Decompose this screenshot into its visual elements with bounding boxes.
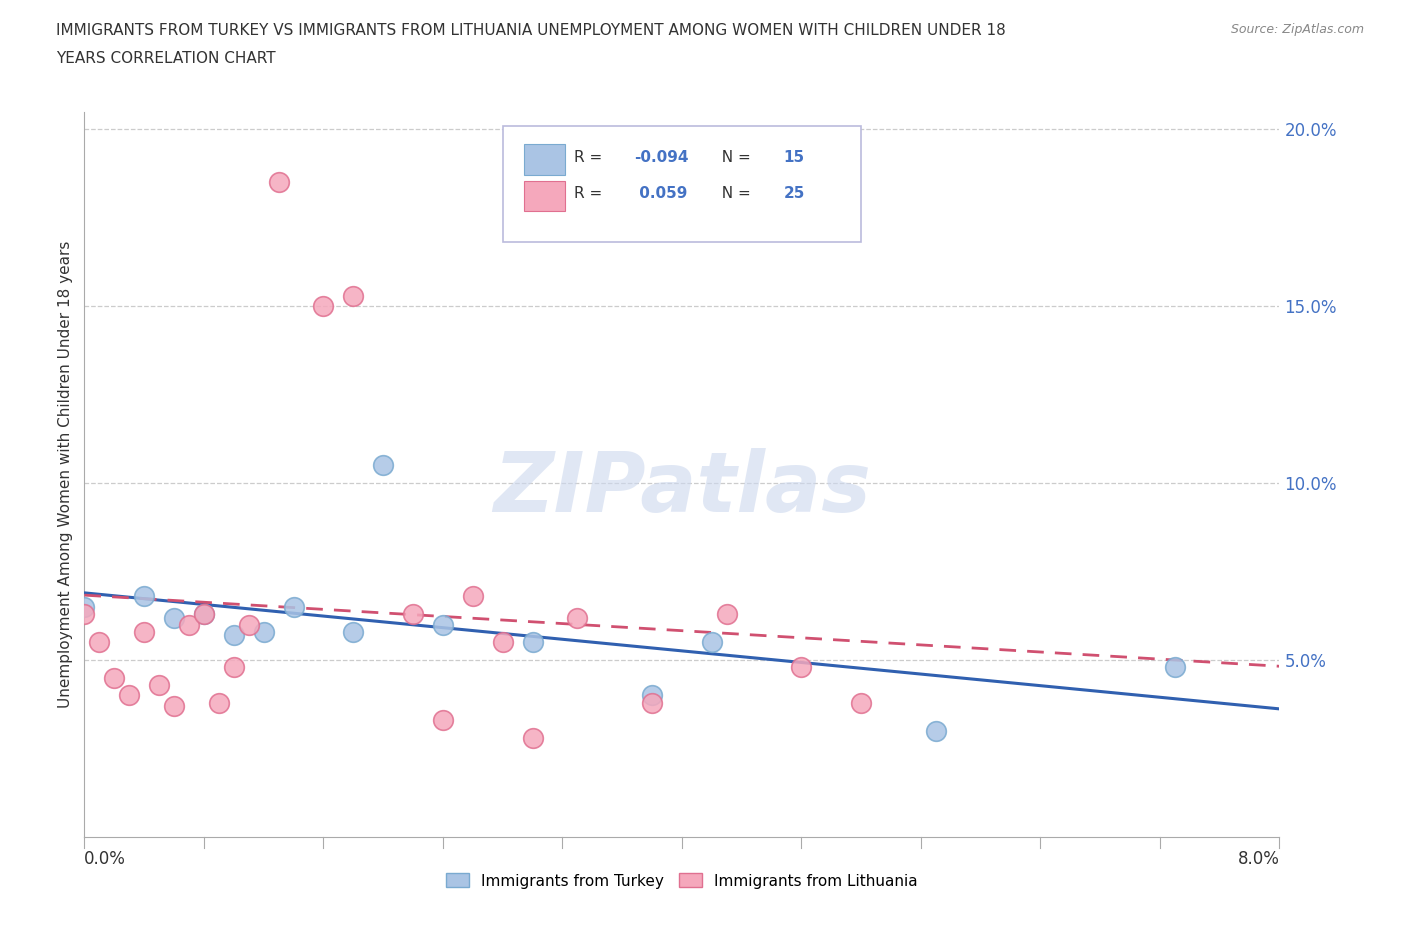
Text: 0.0%: 0.0%	[84, 850, 127, 868]
Point	[522, 635, 544, 650]
Point	[73, 600, 96, 615]
Text: 15: 15	[783, 150, 804, 165]
FancyBboxPatch shape	[503, 126, 862, 242]
Point	[238, 618, 260, 632]
Point	[267, 175, 290, 190]
Point	[222, 628, 245, 643]
Point	[432, 618, 454, 632]
Point	[132, 624, 156, 639]
Text: -0.094: -0.094	[634, 150, 689, 165]
Point	[222, 659, 245, 674]
Point	[492, 635, 515, 650]
Point	[253, 624, 276, 639]
Text: R =: R =	[575, 150, 607, 165]
Point	[163, 610, 186, 625]
Text: R =: R =	[575, 186, 607, 201]
Point	[177, 618, 200, 632]
Point	[208, 695, 231, 710]
Text: IMMIGRANTS FROM TURKEY VS IMMIGRANTS FROM LITHUANIA UNEMPLOYMENT AMONG WOMEN WIT: IMMIGRANTS FROM TURKEY VS IMMIGRANTS FRO…	[56, 23, 1005, 38]
Point	[522, 730, 544, 745]
Point	[193, 606, 215, 621]
Text: ZIPatlas: ZIPatlas	[494, 448, 870, 529]
Point	[432, 712, 454, 727]
Point	[132, 589, 156, 604]
Point	[700, 635, 723, 650]
Point	[283, 600, 305, 615]
Legend: Immigrants from Turkey, Immigrants from Lithuania: Immigrants from Turkey, Immigrants from …	[440, 868, 924, 895]
Point	[312, 299, 335, 313]
Point	[89, 635, 111, 650]
Text: 8.0%: 8.0%	[1237, 850, 1279, 868]
Point	[790, 659, 813, 674]
Text: YEARS CORRELATION CHART: YEARS CORRELATION CHART	[56, 51, 276, 66]
Point	[641, 695, 664, 710]
Point	[925, 724, 948, 738]
Text: 0.059: 0.059	[634, 186, 688, 201]
Point	[103, 671, 125, 685]
Point	[342, 624, 364, 639]
Point	[402, 606, 425, 621]
Point	[193, 606, 215, 621]
Point	[118, 688, 141, 703]
Text: N =: N =	[711, 186, 755, 201]
Point	[851, 695, 873, 710]
Text: 25: 25	[783, 186, 804, 201]
Point	[641, 688, 664, 703]
Text: N =: N =	[711, 150, 755, 165]
Point	[148, 677, 170, 692]
FancyBboxPatch shape	[524, 180, 565, 211]
Point	[73, 606, 96, 621]
Y-axis label: Unemployment Among Women with Children Under 18 years: Unemployment Among Women with Children U…	[58, 241, 73, 708]
Point	[1164, 659, 1187, 674]
FancyBboxPatch shape	[524, 144, 565, 175]
Point	[373, 458, 395, 472]
Text: Source: ZipAtlas.com: Source: ZipAtlas.com	[1230, 23, 1364, 36]
Point	[342, 288, 364, 303]
Point	[461, 589, 484, 604]
Point	[716, 606, 738, 621]
Point	[163, 698, 186, 713]
Point	[567, 610, 589, 625]
